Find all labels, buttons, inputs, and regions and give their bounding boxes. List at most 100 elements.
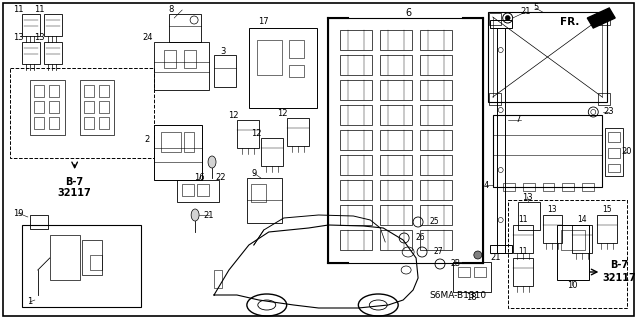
- Bar: [82, 240, 102, 275]
- Text: 11: 11: [518, 214, 527, 224]
- Bar: [340, 30, 372, 50]
- Bar: [543, 183, 554, 191]
- Bar: [490, 20, 511, 28]
- Text: 13: 13: [13, 33, 23, 42]
- Text: S6MA-B1310: S6MA-B1310: [429, 291, 486, 300]
- Text: 11: 11: [518, 248, 527, 256]
- Text: 12: 12: [278, 108, 288, 117]
- Bar: [184, 132, 194, 152]
- Text: 16: 16: [194, 173, 204, 182]
- Bar: [380, 55, 412, 75]
- Bar: [489, 13, 500, 25]
- Bar: [380, 205, 412, 225]
- Ellipse shape: [505, 16, 510, 20]
- Bar: [380, 30, 412, 50]
- Bar: [10, 68, 154, 158]
- Bar: [249, 28, 317, 108]
- Text: 9: 9: [252, 168, 257, 177]
- Bar: [154, 42, 209, 90]
- Bar: [84, 117, 93, 129]
- Text: 17: 17: [259, 18, 269, 26]
- Bar: [474, 267, 486, 277]
- Bar: [164, 50, 176, 68]
- Bar: [328, 18, 483, 263]
- Text: 21: 21: [520, 8, 531, 17]
- Bar: [563, 183, 574, 191]
- Text: 21: 21: [204, 211, 214, 219]
- Bar: [420, 30, 452, 50]
- Bar: [287, 118, 308, 146]
- Bar: [177, 180, 219, 202]
- Bar: [84, 85, 93, 97]
- Bar: [597, 215, 617, 243]
- Text: 32117: 32117: [58, 188, 92, 198]
- Bar: [420, 55, 452, 75]
- Bar: [49, 117, 59, 129]
- Text: 13: 13: [548, 204, 557, 213]
- Bar: [261, 138, 283, 166]
- Bar: [608, 148, 620, 158]
- Text: 21: 21: [490, 254, 501, 263]
- Text: 6: 6: [405, 8, 411, 18]
- Bar: [420, 230, 452, 250]
- Text: 15: 15: [602, 204, 612, 213]
- Bar: [237, 120, 259, 148]
- Bar: [513, 225, 532, 253]
- Bar: [44, 42, 61, 64]
- Bar: [214, 270, 222, 288]
- Bar: [99, 117, 109, 129]
- Bar: [380, 155, 412, 175]
- Bar: [380, 80, 412, 100]
- Text: 24: 24: [142, 33, 152, 42]
- Bar: [34, 117, 44, 129]
- Text: 11: 11: [13, 5, 23, 14]
- Bar: [380, 130, 412, 150]
- Bar: [214, 55, 236, 87]
- Bar: [289, 40, 303, 58]
- Ellipse shape: [208, 156, 216, 168]
- Bar: [340, 230, 372, 250]
- Text: 13: 13: [35, 33, 45, 42]
- Bar: [99, 85, 109, 97]
- Bar: [420, 130, 452, 150]
- Text: 20: 20: [622, 147, 632, 157]
- Bar: [493, 115, 602, 187]
- Text: 19: 19: [13, 209, 23, 218]
- Text: B-7: B-7: [610, 260, 628, 270]
- Bar: [154, 125, 202, 180]
- Bar: [561, 230, 586, 250]
- Bar: [257, 40, 282, 75]
- Bar: [49, 85, 59, 97]
- Bar: [251, 184, 266, 202]
- Bar: [453, 262, 491, 292]
- Ellipse shape: [474, 251, 482, 259]
- Bar: [608, 132, 620, 142]
- Text: 1: 1: [28, 298, 33, 307]
- Bar: [22, 14, 40, 36]
- Bar: [488, 12, 607, 102]
- Bar: [380, 105, 412, 125]
- Bar: [169, 14, 201, 42]
- Text: 27: 27: [433, 248, 443, 256]
- Bar: [523, 183, 534, 191]
- Bar: [30, 80, 65, 135]
- Bar: [34, 101, 44, 113]
- Bar: [340, 205, 372, 225]
- Text: 5: 5: [533, 4, 538, 12]
- Bar: [420, 205, 452, 225]
- Bar: [420, 180, 452, 200]
- Text: 7: 7: [515, 115, 520, 124]
- Bar: [30, 215, 48, 229]
- Bar: [99, 101, 109, 113]
- Bar: [608, 164, 620, 172]
- Bar: [598, 13, 610, 25]
- Bar: [458, 267, 470, 277]
- Bar: [497, 28, 505, 253]
- Ellipse shape: [191, 209, 199, 221]
- Text: 11: 11: [35, 5, 45, 14]
- Text: 13: 13: [522, 192, 533, 202]
- Bar: [572, 225, 592, 253]
- Bar: [557, 225, 589, 280]
- Polygon shape: [588, 8, 615, 28]
- Text: 12: 12: [252, 129, 262, 137]
